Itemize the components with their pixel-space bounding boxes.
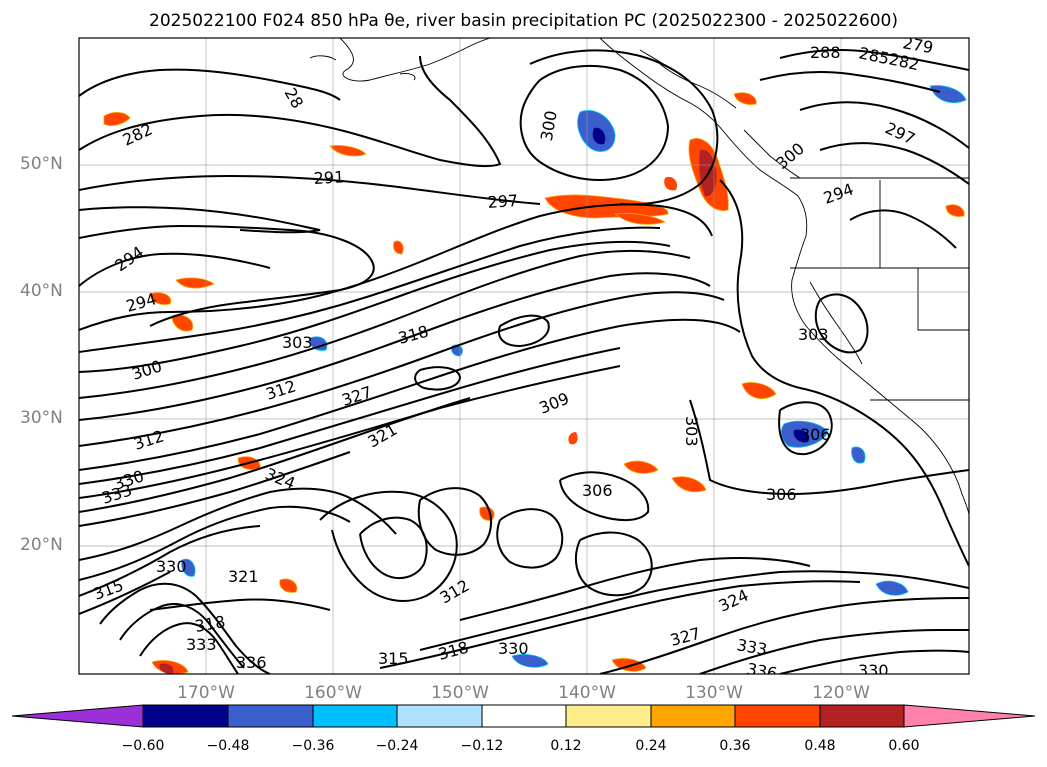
contour-label: 288 xyxy=(810,43,841,62)
contour-label: 306 xyxy=(766,485,797,504)
colorbar-tick-label: −0.48 xyxy=(206,738,250,754)
lon-label: 120°W xyxy=(812,683,870,703)
contour-label: 279 xyxy=(901,33,934,57)
coastlines xyxy=(309,38,969,515)
colorbar-segment xyxy=(819,704,905,728)
contour-label: 336 xyxy=(236,653,267,672)
colorbar-segment xyxy=(142,704,229,728)
lat-label: 20°N xyxy=(20,535,63,555)
colorbar-tick-label: 0.36 xyxy=(719,738,751,754)
lat-label: 30°N xyxy=(20,408,63,428)
chart-title: 2025022100 F024 850 hPa θe, river basin … xyxy=(149,11,898,31)
lon-label: 170°W xyxy=(177,683,235,703)
contour-label: 330 xyxy=(498,639,529,658)
colorbar-segment xyxy=(227,704,314,728)
colorbar-over-extension xyxy=(903,704,1036,728)
lon-label: 150°W xyxy=(431,683,489,703)
colorbar-tick-label: −0.60 xyxy=(121,738,165,754)
colorbar-tick-label: −0.24 xyxy=(375,738,419,754)
colorbar-segment xyxy=(565,704,652,728)
colorbar-tick-label: 0.60 xyxy=(888,738,920,754)
contour-label: 333 xyxy=(186,635,217,654)
contour-label: 297 xyxy=(487,191,519,212)
colorbar-under-extension xyxy=(11,704,144,728)
lat-label: 40°N xyxy=(20,281,63,301)
contour-label: 315 xyxy=(378,649,409,668)
contour-label: 303 xyxy=(682,416,701,447)
map-area: 291 297 294 294 300 303 318 312 327 300 … xyxy=(79,33,969,683)
colorbar-tick-label: −0.12 xyxy=(460,738,504,754)
colorbar-tick-label: −0.36 xyxy=(291,738,335,754)
lon-label: 160°W xyxy=(304,683,362,703)
contour-label: 330 xyxy=(858,661,889,680)
map-frame xyxy=(78,37,970,675)
colorbar-tick-label: 0.24 xyxy=(635,738,667,754)
colorbar-tick-label: 0.12 xyxy=(550,738,582,754)
contour-label: 303 xyxy=(282,333,313,352)
contour-label: 306 xyxy=(582,481,613,500)
theta-e-contours xyxy=(79,49,969,674)
lon-label: 140°W xyxy=(558,683,616,703)
colorbar xyxy=(11,704,1036,728)
contour-label: 330 xyxy=(156,557,187,576)
colorbar-segment xyxy=(481,704,567,728)
contour-label: 303 xyxy=(798,325,829,344)
colorbar-tick-label: 0.48 xyxy=(804,738,836,754)
contour-label: 336 xyxy=(745,659,778,683)
lon-label: 130°W xyxy=(685,683,743,703)
contour-label: 321 xyxy=(228,567,259,586)
colorbar-segment xyxy=(650,704,736,728)
lat-label: 50°N xyxy=(20,154,63,174)
contour-label: 291 xyxy=(313,167,344,188)
colorbar-segment xyxy=(734,704,821,728)
colorbar-segment xyxy=(312,704,398,728)
colorbar-segment xyxy=(396,704,483,728)
contour-label: 306 xyxy=(800,425,831,444)
